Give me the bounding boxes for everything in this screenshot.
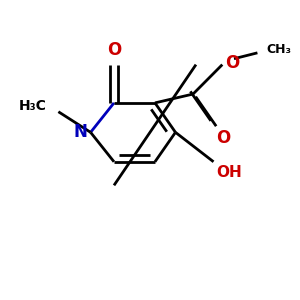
Text: O: O [216,129,231,147]
Text: CH₃: CH₃ [266,44,291,56]
Text: O: O [225,54,239,72]
Text: N: N [74,123,88,141]
Text: O: O [107,41,121,59]
Text: OH: OH [216,165,242,180]
Text: H₃C: H₃C [19,99,47,113]
